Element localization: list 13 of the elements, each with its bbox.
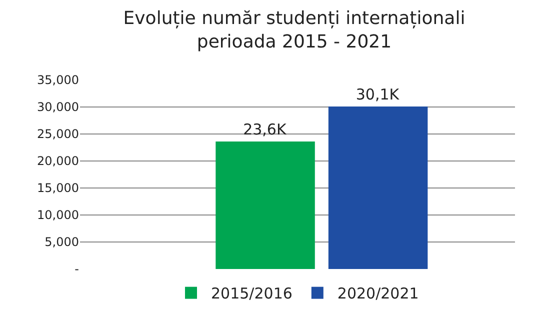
y-tick-label: 5,000: [44, 235, 79, 250]
data-label: 30,1K: [356, 85, 400, 104]
y-tick-label: 25,000: [37, 127, 79, 142]
y-tick-label: -: [74, 262, 79, 276]
y-tick-label: 15,000: [37, 181, 79, 196]
y-tick-label: 35,000: [37, 73, 79, 88]
y-tick-label: 20,000: [37, 154, 79, 168]
legend-label: 2020/2021: [337, 284, 419, 303]
data-label: 23,6K: [243, 120, 288, 139]
chart-title: Evoluție număr studenți internaționali perioada 2015 - 2021: [123, 8, 466, 53]
y-tick-label: 10,000: [37, 208, 79, 222]
y-tick-label: 30,000: [37, 100, 79, 114]
legend-label: 2015/2016: [211, 284, 292, 303]
